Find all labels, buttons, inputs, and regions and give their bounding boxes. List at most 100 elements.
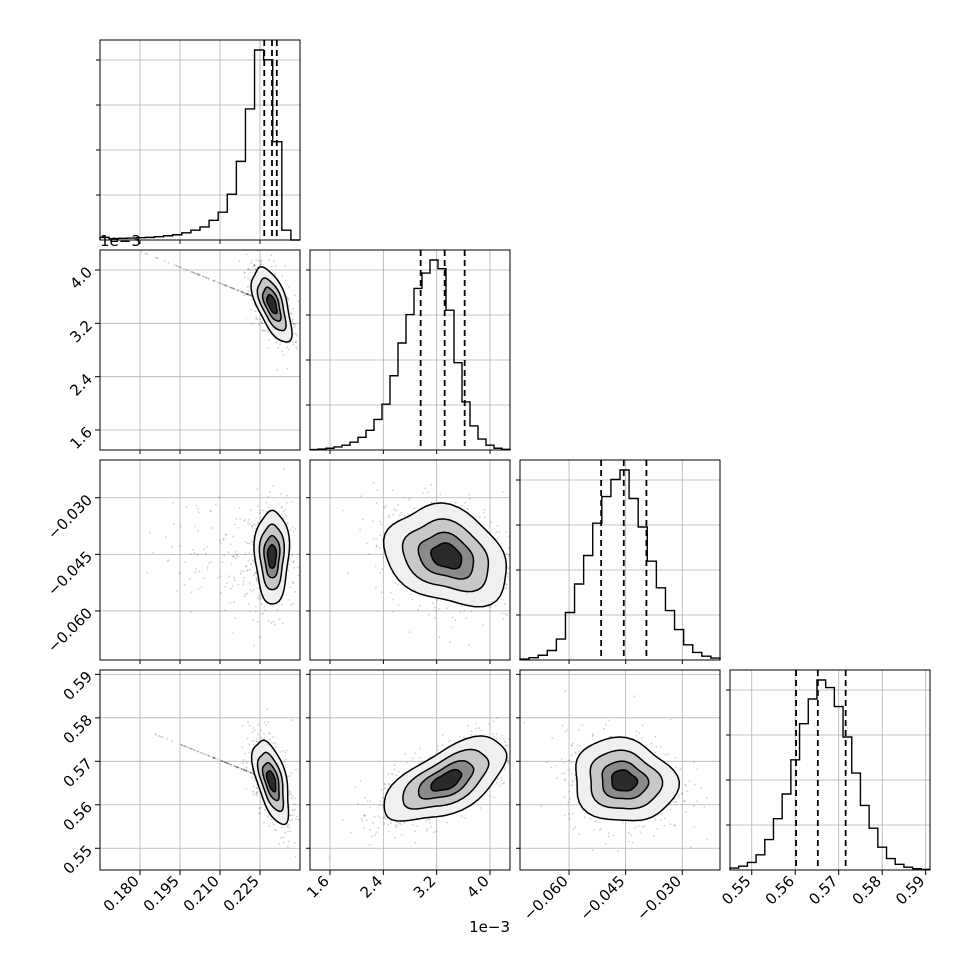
scatter-point [235,553,238,556]
scatter-point [408,499,410,501]
scatter-point [203,548,206,551]
scatter-point [434,609,437,612]
scatter-point [291,818,294,821]
scatter-point [224,533,227,536]
scatter-point [247,293,250,296]
scatter-point [251,776,253,779]
panel-content [146,467,300,647]
scatter-point [490,521,492,524]
scatter-point [229,286,232,289]
scatter-point [506,759,509,762]
scatter-point [510,752,512,754]
scatter-point [394,825,397,827]
contour-line [261,761,280,802]
scatter-point [674,824,676,827]
scatter-point [213,756,215,759]
scatter-point [506,572,509,575]
contour-line [430,542,463,570]
scatter-point [301,336,303,338]
scatter-point [250,259,253,262]
scatter-point [250,540,253,543]
scatter-point [231,585,234,587]
scatter-point [176,589,179,592]
scatter-point [244,541,247,543]
scatter-point [154,733,157,736]
scatter-point [287,299,290,301]
scatter-point [397,604,400,607]
scatter-point [479,807,482,809]
scatter-point [686,790,688,793]
scatter-point [379,817,382,819]
scatter-point [233,601,235,603]
scatter-point [578,833,581,836]
scatter-point [230,543,232,546]
scatter-point [184,745,187,748]
scatter-point [627,840,630,843]
scatter-point [206,566,209,568]
scatter-point [441,734,444,736]
scatter-point [282,841,285,844]
scatter-point [564,778,567,781]
scatter-point [294,528,297,530]
scatter-point [654,751,657,754]
scatter-point [245,769,248,772]
panel-frame [519,669,721,871]
scatter-point [659,819,662,821]
scatter-point [221,760,224,762]
scatter-point [249,279,251,281]
scatter-point [489,794,492,797]
scatter-point [380,789,383,791]
scatter-point [494,604,497,607]
scatter-point [681,793,684,795]
scatter-point [195,750,198,752]
scatter-point [245,761,248,764]
scatter-point [185,506,188,508]
scatter-point [226,285,229,287]
scatter-point [260,321,263,323]
scatter-point [639,831,642,834]
scatter-point [397,504,399,506]
scatter-point [289,586,291,589]
scatter-point [190,747,192,750]
scatter-point [516,579,518,581]
scatter-point [396,821,399,824]
scatter-point [643,825,646,827]
scatter-point [504,744,507,747]
scatter-point [174,264,176,267]
scatter-point [514,777,516,779]
hist-frame [729,669,931,871]
scatter-point [512,759,514,761]
scatter-point [260,322,263,324]
scatter-point [290,797,293,800]
scatter-point [252,727,255,729]
scatter-point [371,835,373,838]
scatter-point [276,369,279,371]
scatter-point [288,286,290,288]
scatter-point [219,282,221,285]
scatter-point [663,817,666,820]
scatter-point [461,605,463,607]
scatter-point [290,312,293,315]
scatter-point [221,760,224,763]
scatter-point [572,828,575,830]
scatter-point [511,582,513,584]
scatter-point [428,819,431,821]
scatter-point [468,644,470,646]
scatter-point [228,763,231,765]
scatter-point [251,559,254,562]
scatter-point [297,574,300,577]
scatter-point [267,347,270,350]
scatter-point [720,812,722,814]
scatter-point [381,804,384,806]
scatter-point [248,724,251,727]
histogram-step-2 [519,469,721,660]
scatter-point [387,830,390,833]
scatter-point [253,264,256,267]
scatter-point [295,769,297,771]
scatter-point [286,368,289,370]
scatter-point [700,787,703,789]
scatter-point [369,800,372,803]
scatter-point [678,794,680,796]
scatter-point [403,822,405,825]
scatter-point [467,508,469,510]
